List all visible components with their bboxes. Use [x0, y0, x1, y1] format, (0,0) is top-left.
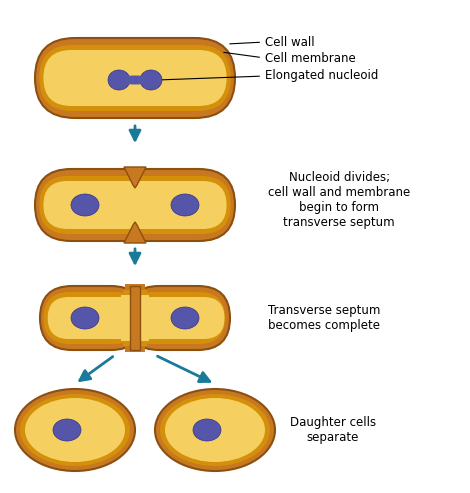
FancyBboxPatch shape: [40, 286, 143, 350]
Bar: [135, 295, 149, 341]
Text: Cell membrane: Cell membrane: [224, 51, 356, 65]
FancyBboxPatch shape: [35, 38, 235, 118]
Ellipse shape: [15, 389, 135, 471]
FancyBboxPatch shape: [127, 292, 225, 344]
FancyBboxPatch shape: [35, 169, 235, 241]
Bar: [121, 295, 137, 341]
Polygon shape: [124, 167, 146, 188]
Ellipse shape: [25, 398, 125, 462]
Text: Cell wall: Cell wall: [230, 35, 314, 48]
Text: Elongated nucleoid: Elongated nucleoid: [160, 70, 378, 82]
Ellipse shape: [114, 76, 156, 84]
Ellipse shape: [71, 194, 99, 216]
Bar: [130, 286, 140, 350]
Ellipse shape: [160, 394, 270, 466]
Ellipse shape: [53, 419, 81, 441]
FancyBboxPatch shape: [43, 181, 227, 229]
Bar: [135, 284, 145, 352]
Ellipse shape: [165, 398, 265, 462]
Bar: [127, 183, 143, 227]
Text: Daughter cells
separate: Daughter cells separate: [290, 416, 376, 444]
FancyBboxPatch shape: [43, 50, 227, 106]
Ellipse shape: [117, 75, 153, 84]
FancyBboxPatch shape: [44, 292, 141, 344]
Text: Transverse septum
becomes complete: Transverse septum becomes complete: [268, 304, 380, 332]
Bar: [123, 290, 137, 346]
Ellipse shape: [155, 389, 275, 471]
Ellipse shape: [193, 419, 221, 441]
Ellipse shape: [171, 307, 199, 329]
FancyBboxPatch shape: [39, 176, 231, 234]
Ellipse shape: [108, 70, 130, 90]
Bar: [135, 290, 147, 346]
Ellipse shape: [171, 194, 199, 216]
Bar: [125, 284, 137, 352]
FancyBboxPatch shape: [39, 45, 231, 111]
Ellipse shape: [20, 394, 130, 466]
Bar: [132, 288, 138, 348]
Ellipse shape: [140, 70, 162, 90]
FancyBboxPatch shape: [127, 297, 225, 339]
Text: Nucleoid divides;
cell wall and membrane
begin to form
transverse septum: Nucleoid divides; cell wall and membrane…: [268, 171, 410, 229]
FancyBboxPatch shape: [47, 297, 142, 339]
Ellipse shape: [71, 307, 99, 329]
Polygon shape: [124, 222, 146, 243]
FancyBboxPatch shape: [127, 286, 230, 350]
